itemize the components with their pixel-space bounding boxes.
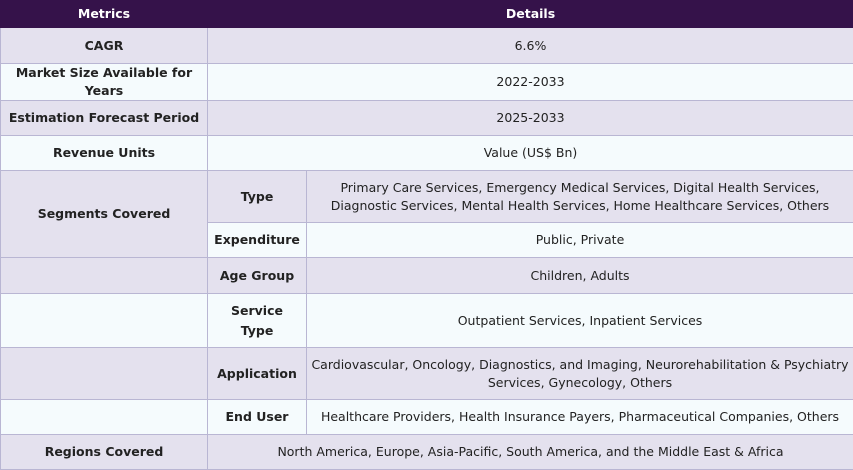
regions-value: North America, Europe, Asia-Pacific, Sou… [208,435,853,470]
end-user-value: Healthcare Providers, Health Insurance P… [307,400,853,435]
market-size-label: Market Size Available for Years [1,64,208,101]
table-row-segment-end-user: End User Healthcare Providers, Health In… [1,400,853,435]
cagr-label: CAGR [1,28,208,64]
market-size-value: 2022-2033 [208,64,853,101]
service-type-value: Outpatient Services, Inpatient Services [307,294,853,348]
empty-cell [1,258,208,294]
table-row-segment-service-type: Service Type Outpatient Services, Inpati… [1,294,853,348]
table-row-regions: Regions Covered North America, Europe, A… [1,435,853,470]
regions-label: Regions Covered [1,435,208,470]
table-row-forecast: Estimation Forecast Period 2025-2033 [1,101,853,136]
age-group-value: Children, Adults [307,258,853,294]
application-value: Cardiovascular, Oncology, Diagnostics, a… [307,348,853,400]
empty-cell [1,400,208,435]
table-row-segment-application: Application Cardiovascular, Oncology, Di… [1,348,853,400]
age-group-label: Age Group [208,258,307,294]
application-label: Application [208,348,307,400]
table-row-segment-type: Segments Covered Type Primary Care Servi… [1,171,853,223]
table-row-market-size: Market Size Available for Years 2022-203… [1,64,853,101]
service-type-label: Service Type [208,294,307,348]
table-row-cagr: CAGR 6.6% [1,28,853,64]
end-user-label: End User [208,400,307,435]
metrics-header: Metrics [1,1,208,28]
revenue-value: Value (US$ Bn) [208,136,853,171]
segments-label: Segments Covered [1,171,208,258]
table-row-revenue: Revenue Units Value (US$ Bn) [1,136,853,171]
table-row-segment-age-group: Age Group Children, Adults [1,258,853,294]
details-header: Details [208,1,853,28]
cagr-value: 6.6% [208,28,853,64]
revenue-label: Revenue Units [1,136,208,171]
table-header-row: Metrics Details [1,1,853,28]
forecast-value: 2025-2033 [208,101,853,136]
expenditure-value: Public, Private [307,223,853,258]
forecast-label: Estimation Forecast Period [1,101,208,136]
expenditure-label: Expenditure [208,223,307,258]
service-type-label-text: Service Type [227,301,287,341]
empty-cell [1,348,208,400]
type-label: Type [208,171,307,223]
empty-cell [1,294,208,348]
type-value: Primary Care Services, Emergency Medical… [307,171,853,223]
